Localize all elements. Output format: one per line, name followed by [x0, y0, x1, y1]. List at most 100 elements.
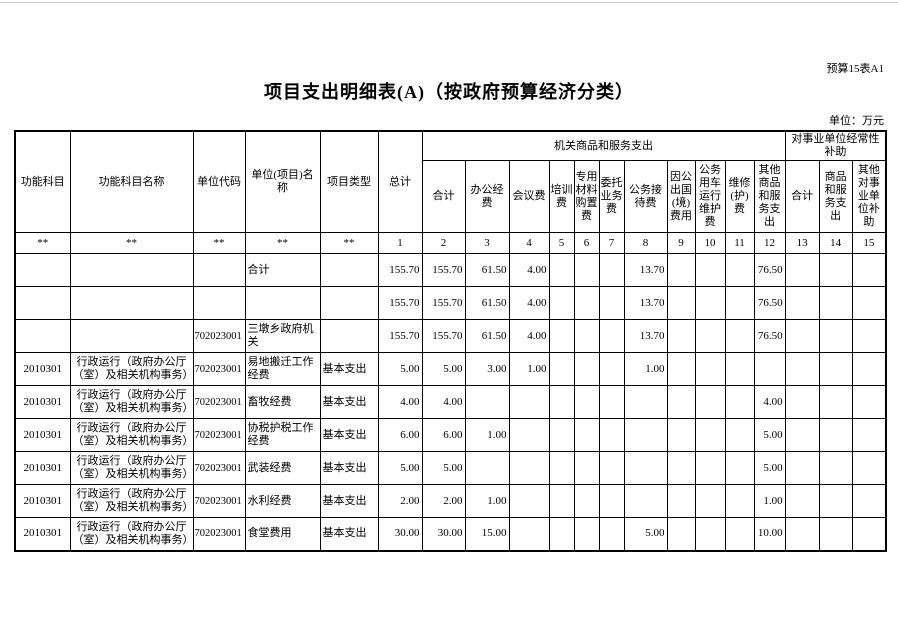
- table-cell: [724, 484, 755, 518]
- budget-document-page: 预算15表A1 项目支出明细表(A)（按政府预算经济分类） 单位：万元 功能科目…: [14, 63, 888, 552]
- header-functional-name: 功能科目名称: [69, 130, 194, 233]
- table-cell: 702023001: [192, 451, 246, 485]
- table-cell: [724, 319, 755, 353]
- table-cell: [623, 484, 668, 518]
- header-unit-code: 单位代码: [192, 130, 246, 233]
- header-official-reception-fee: 公务接待费: [623, 160, 668, 233]
- table-cell: [573, 517, 600, 551]
- table-cell: [818, 418, 853, 452]
- table-cell: [666, 319, 696, 353]
- table-cell: 5.00: [377, 352, 423, 386]
- table-cell: [598, 286, 625, 320]
- column-number: 4: [508, 232, 550, 254]
- table-cell: [784, 352, 820, 386]
- table-cell: [319, 319, 379, 353]
- header-other-goods-services: 其他商品和服务支出: [753, 160, 786, 233]
- table-cell: [851, 451, 887, 485]
- table-cell: 武装经费: [244, 451, 321, 485]
- table-cell: 13.70: [623, 253, 668, 287]
- table-row: 702023001 三墩乡政府机关 155.70 155.70 61.50 4.00 13.…: [14, 319, 887, 353]
- table-cell: [818, 484, 853, 518]
- table-cell: [694, 319, 726, 353]
- header-grand-total: 总计: [377, 130, 423, 233]
- table-cell: 食堂费用: [244, 517, 321, 551]
- table-cell: 4.00: [753, 385, 786, 419]
- table-cell: 畜牧经费: [244, 385, 321, 419]
- table-cell: [548, 352, 575, 386]
- table-cell: [623, 418, 668, 452]
- table-cell: [724, 385, 755, 419]
- table-cell: 基本支出: [319, 352, 379, 386]
- header-office-expense: 办公经费: [464, 160, 510, 233]
- table-cell: 702023001: [192, 484, 246, 518]
- table-cell: 三墩乡政府机关: [244, 319, 321, 353]
- header-subtotal: 合计: [421, 160, 466, 233]
- table-cell: 基本支出: [319, 517, 379, 551]
- table-row: 155.70 155.70 61.50 4.00 13.70 76.50: [14, 286, 887, 320]
- table-row: 2010301 行政运行（政府办公厅（室）及相关机构事务） 702023001 食堂费…: [14, 517, 887, 551]
- table-cell: 4.00: [508, 253, 550, 287]
- table-cell: [69, 253, 194, 287]
- group-header-agency-goods-services: 机关商品和服务支出: [421, 130, 786, 161]
- table-cell: 行政运行（政府办公厅（室）及相关机构事务）: [69, 517, 194, 551]
- column-number: 15: [851, 232, 887, 254]
- table-cell: [573, 418, 600, 452]
- table-cell: [851, 319, 887, 353]
- table-cell: [14, 286, 71, 320]
- table-cell: 合计: [244, 253, 321, 287]
- table-cell: [666, 352, 696, 386]
- column-number: 5: [548, 232, 575, 254]
- table-cell: [784, 319, 820, 353]
- header-repair-fee: 维修(护)费: [724, 160, 755, 233]
- table-cell: [818, 352, 853, 386]
- table-cell: [666, 286, 696, 320]
- column-number: 14: [818, 232, 853, 254]
- table-cell: 2010301: [14, 484, 71, 518]
- table-cell: [548, 517, 575, 551]
- unit-note: 单位：万元: [829, 115, 884, 127]
- table-cell: [694, 517, 726, 551]
- table-cell: 2010301: [14, 451, 71, 485]
- table-cell: [598, 352, 625, 386]
- table-cell: 702023001: [192, 385, 246, 419]
- table-cell: 76.50: [753, 319, 786, 353]
- table-cell: 基本支出: [319, 418, 379, 452]
- table-cell: [818, 253, 853, 287]
- table-cell: [464, 385, 510, 419]
- header-commissioned-services-fee: 委托业务费: [598, 160, 625, 233]
- table-cell: 水利经费: [244, 484, 321, 518]
- table-row: 合计 155.70 155.70 61.50 4.00 13.70 76.50: [14, 253, 887, 287]
- table-cell: 5.00: [421, 451, 466, 485]
- header-other-institution-subsidy: 其他对事业单位补助: [851, 160, 887, 233]
- table-cell: 30.00: [377, 517, 423, 551]
- table-cell: 2.00: [377, 484, 423, 518]
- table-cell: [573, 484, 600, 518]
- column-number: 11: [724, 232, 755, 254]
- table-cell: [666, 451, 696, 485]
- table-cell: [784, 517, 820, 551]
- table-cell: [623, 385, 668, 419]
- table-cell: [464, 451, 510, 485]
- table-cell: 5.00: [421, 352, 466, 386]
- table-cell: [508, 484, 550, 518]
- table-cell: [724, 352, 755, 386]
- table-cell: 行政运行（政府办公厅（室）及相关机构事务）: [69, 385, 194, 419]
- table-row: 2010301 行政运行（政府办公厅（室）及相关机构事务） 702023001 水利经…: [14, 484, 887, 518]
- table-cell: [851, 253, 887, 287]
- table-cell: [508, 385, 550, 419]
- table-cell: [548, 484, 575, 518]
- table-cell: [548, 418, 575, 452]
- table-cell: 6.00: [377, 418, 423, 452]
- table-cell: [818, 451, 853, 485]
- table-cell: 702023001: [192, 418, 246, 452]
- table-cell: 76.50: [753, 253, 786, 287]
- table-cell: 1.00: [753, 484, 786, 518]
- header-overseas-travel-fee: 因公出国(境)费用: [666, 160, 696, 233]
- table-cell: 61.50: [464, 253, 510, 287]
- table-cell: [598, 451, 625, 485]
- column-number: 10: [694, 232, 726, 254]
- table-cell: [548, 253, 575, 287]
- table-cell: [14, 319, 71, 353]
- table-cell: 1.00: [623, 352, 668, 386]
- page-top-edge: [0, 2, 898, 3]
